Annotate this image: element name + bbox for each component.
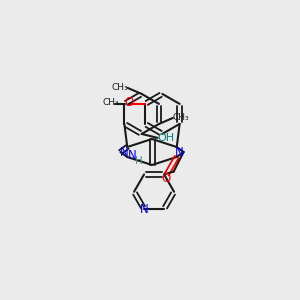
Text: O: O bbox=[161, 172, 170, 185]
Text: N: N bbox=[120, 146, 129, 158]
Text: O: O bbox=[124, 96, 134, 110]
Text: N: N bbox=[140, 202, 148, 216]
Text: CH₃: CH₃ bbox=[111, 83, 128, 92]
Text: OH: OH bbox=[157, 133, 174, 143]
Text: CH₃: CH₃ bbox=[103, 98, 119, 107]
Text: H: H bbox=[135, 156, 143, 166]
Text: CH₃: CH₃ bbox=[173, 113, 189, 122]
Text: N: N bbox=[175, 146, 184, 158]
Text: N: N bbox=[128, 149, 136, 163]
